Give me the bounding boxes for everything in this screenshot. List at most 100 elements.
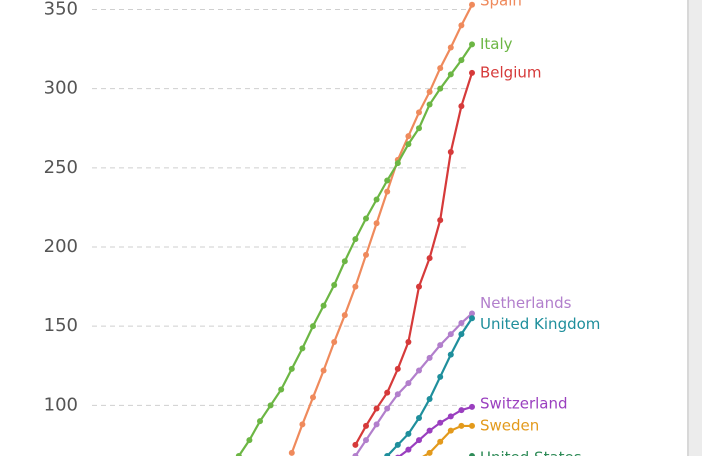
point bbox=[437, 419, 444, 426]
point bbox=[426, 396, 433, 402]
point bbox=[394, 391, 401, 398]
y-tick-label: 300 bbox=[44, 78, 78, 99]
point bbox=[363, 437, 369, 444]
point bbox=[288, 365, 295, 372]
y-tick-label: 100 bbox=[44, 394, 78, 415]
point bbox=[405, 133, 412, 140]
point bbox=[469, 310, 475, 317]
series-label: Spain bbox=[480, 0, 522, 9]
point bbox=[426, 427, 433, 434]
y-tick-label: 250 bbox=[44, 157, 78, 178]
point bbox=[437, 438, 444, 445]
point bbox=[352, 283, 359, 290]
point bbox=[405, 339, 412, 345]
point bbox=[246, 437, 253, 444]
point bbox=[426, 449, 433, 456]
series-line bbox=[290, 4, 473, 454]
point bbox=[363, 422, 369, 429]
point bbox=[341, 312, 348, 319]
point bbox=[416, 125, 422, 132]
point bbox=[394, 160, 401, 167]
point bbox=[447, 413, 454, 420]
point bbox=[447, 149, 454, 155]
point bbox=[363, 251, 369, 258]
point bbox=[447, 71, 454, 78]
series-label: Netherlands bbox=[480, 294, 572, 312]
point bbox=[426, 354, 433, 361]
series-label: Italy bbox=[480, 35, 513, 53]
point bbox=[426, 255, 433, 262]
point bbox=[416, 437, 422, 444]
point bbox=[394, 441, 401, 448]
point bbox=[416, 367, 422, 374]
point bbox=[458, 57, 465, 64]
point bbox=[235, 453, 242, 456]
point bbox=[331, 282, 338, 288]
point bbox=[447, 351, 454, 358]
point bbox=[447, 44, 454, 51]
series-label: Sweden bbox=[480, 416, 539, 434]
y-tick-label: 350 bbox=[44, 0, 78, 20]
point bbox=[458, 320, 465, 326]
point bbox=[469, 41, 475, 48]
series-label: United States bbox=[480, 449, 582, 456]
point bbox=[278, 386, 285, 393]
point bbox=[405, 446, 412, 453]
point bbox=[437, 85, 444, 92]
series-label: Switzerland bbox=[480, 394, 568, 412]
point bbox=[458, 22, 465, 29]
point bbox=[320, 367, 327, 374]
y-tick-label: 150 bbox=[44, 315, 78, 336]
point bbox=[299, 421, 306, 428]
point bbox=[384, 177, 391, 184]
point bbox=[458, 331, 465, 338]
point bbox=[373, 196, 380, 203]
point bbox=[405, 430, 412, 437]
point bbox=[373, 421, 380, 428]
point bbox=[310, 323, 316, 330]
point bbox=[437, 342, 444, 349]
point bbox=[320, 302, 327, 309]
point bbox=[469, 69, 475, 76]
point bbox=[405, 141, 412, 148]
point bbox=[469, 1, 475, 8]
point bbox=[394, 365, 401, 372]
point bbox=[352, 453, 359, 456]
point bbox=[469, 453, 475, 456]
point bbox=[299, 345, 306, 352]
point bbox=[416, 415, 422, 421]
point bbox=[437, 217, 444, 224]
series-line bbox=[354, 72, 474, 446]
point bbox=[469, 315, 475, 322]
series-label: United Kingdom bbox=[480, 315, 600, 333]
point bbox=[352, 441, 359, 448]
point bbox=[426, 101, 433, 108]
point bbox=[416, 283, 422, 290]
point bbox=[384, 453, 391, 456]
point bbox=[437, 65, 444, 72]
point bbox=[458, 422, 465, 429]
point bbox=[288, 449, 295, 456]
point bbox=[447, 427, 454, 434]
series-label: Belgium bbox=[480, 63, 542, 81]
point bbox=[458, 103, 465, 110]
point bbox=[363, 215, 369, 222]
point bbox=[310, 394, 316, 401]
point bbox=[384, 405, 391, 412]
point bbox=[257, 418, 263, 425]
point bbox=[416, 109, 422, 116]
point bbox=[352, 236, 359, 243]
point bbox=[447, 331, 454, 338]
point bbox=[437, 373, 444, 380]
point bbox=[458, 407, 465, 414]
point bbox=[426, 88, 433, 95]
point bbox=[373, 405, 380, 412]
point bbox=[373, 220, 380, 227]
point bbox=[331, 339, 338, 345]
point bbox=[267, 402, 274, 409]
y-tick-label: 200 bbox=[44, 236, 78, 257]
point bbox=[405, 380, 412, 387]
